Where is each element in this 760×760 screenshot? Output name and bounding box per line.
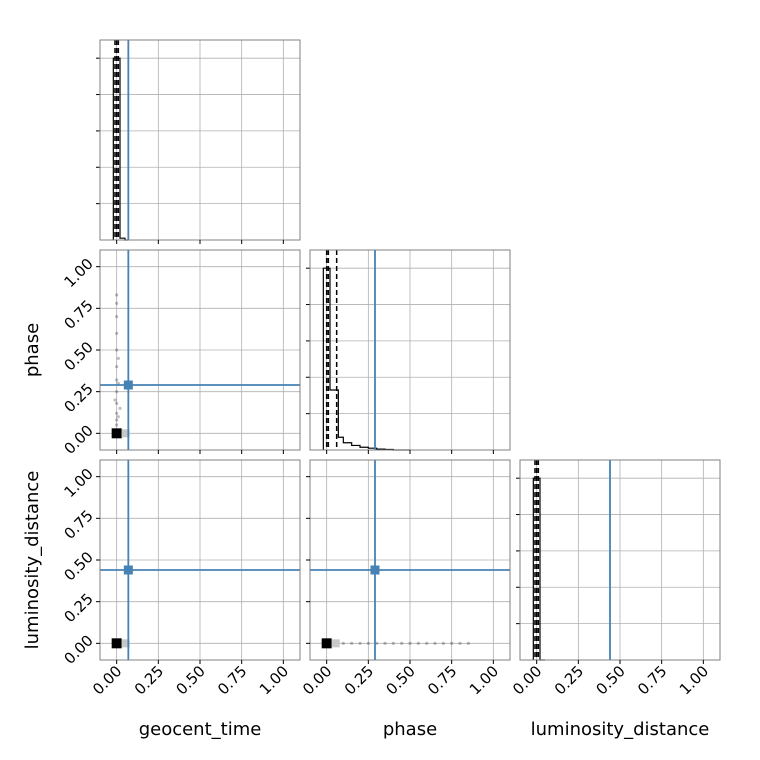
x-axis-label-phase: phase — [383, 719, 437, 740]
sample-point — [383, 641, 387, 645]
y-tick-label: 0.50 — [60, 338, 96, 374]
density-level — [121, 639, 130, 648]
density-core — [111, 638, 122, 649]
sample-point — [408, 641, 412, 645]
sample-point — [115, 348, 119, 352]
x-tick-label: 0.50 — [382, 662, 418, 698]
sample-point — [433, 641, 437, 645]
truth-marker — [123, 380, 133, 390]
y-tick-label: 0.00 — [60, 631, 96, 667]
sample-point — [450, 641, 454, 645]
sample-point — [115, 365, 119, 369]
x-tick-label: 1.00 — [676, 662, 712, 698]
sample-point — [116, 356, 120, 360]
sample-point — [350, 641, 354, 645]
y-tick-label: 0.25 — [60, 590, 96, 626]
sample-point — [115, 293, 119, 297]
truth-marker — [123, 565, 133, 575]
density-core — [321, 638, 332, 649]
x-axis-label-geocent-time: geocent_time — [139, 719, 262, 740]
density-core — [111, 428, 122, 439]
sample-point — [118, 406, 122, 410]
y-axis-label-phase: phase — [22, 323, 43, 377]
x-tick-label: 0.75 — [634, 662, 670, 698]
sample-point — [366, 641, 370, 645]
sample-point — [115, 423, 119, 427]
x-tick-label: 0.50 — [172, 662, 208, 698]
histogram-phase — [322, 267, 410, 451]
sample-point — [115, 390, 119, 394]
x-tick-label: 0.00 — [509, 662, 545, 698]
x-tick-label: 1.00 — [256, 662, 292, 698]
sample-point — [113, 398, 117, 402]
x-tick-label: 0.75 — [214, 662, 250, 698]
sample-point — [115, 378, 119, 382]
sample-point — [115, 331, 119, 335]
y-axis-label-luminosity-distance: luminosity_distance — [22, 471, 43, 650]
y-tick-label: 0.25 — [60, 380, 96, 416]
y-tick-label: 0.75 — [60, 296, 96, 332]
sample-point — [425, 641, 429, 645]
x-tick-label: 0.00 — [299, 662, 335, 698]
x-tick-label: 0.25 — [341, 662, 377, 698]
sample-point — [391, 641, 395, 645]
sample-point — [400, 641, 404, 645]
sample-point — [115, 411, 119, 415]
sample-point — [441, 641, 445, 645]
sample-point — [115, 401, 119, 405]
density-level — [331, 639, 340, 648]
sample-point — [466, 641, 470, 645]
y-tick-label: 1.00 — [60, 465, 96, 501]
sample-point — [115, 315, 119, 319]
y-tick-label: 0.75 — [60, 506, 96, 542]
sample-point — [115, 418, 119, 422]
sample-point — [115, 301, 119, 305]
y-tick-label: 0.00 — [60, 421, 96, 457]
sample-point — [458, 641, 462, 645]
x-tick-label: 0.25 — [131, 662, 167, 698]
x-tick-label: 0.50 — [592, 662, 628, 698]
x-tick-label: 0.75 — [424, 662, 460, 698]
x-axis-label-luminosity-distance: luminosity_distance — [531, 719, 710, 740]
x-tick-label: 0.25 — [551, 662, 587, 698]
density-level — [121, 429, 130, 438]
sample-point — [116, 415, 120, 419]
x-tick-label: 0.00 — [89, 662, 125, 698]
sample-point — [358, 641, 362, 645]
y-tick-label: 0.50 — [60, 548, 96, 584]
y-tick-label: 1.00 — [60, 255, 96, 291]
sample-point — [416, 641, 420, 645]
truth-marker — [370, 565, 380, 575]
x-tick-label: 1.00 — [466, 662, 502, 698]
sample-point — [341, 641, 345, 645]
